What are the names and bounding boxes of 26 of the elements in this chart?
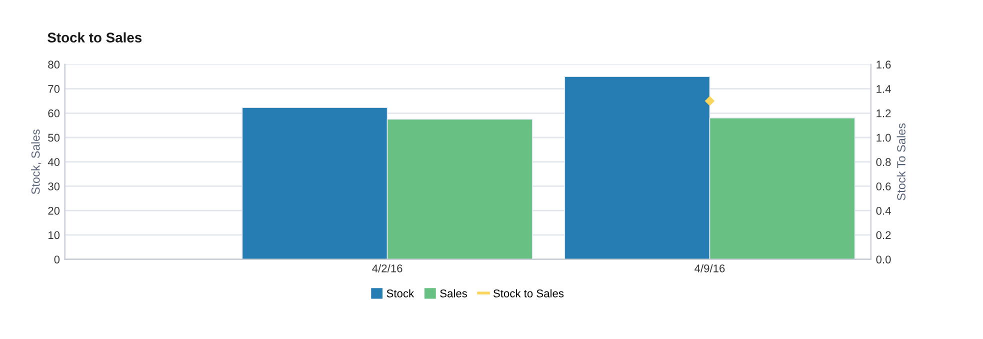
y2-tick-label: 0.0 xyxy=(876,256,891,264)
y2-tick-label: 0.6 xyxy=(876,182,891,190)
y2-tick-label: 0.4 xyxy=(876,206,891,215)
y2-tick-label: 0.8 xyxy=(876,158,891,166)
y-tick-label: 20 xyxy=(48,206,60,215)
y-axis-title: Stock, Sales xyxy=(31,129,42,194)
y2-axis-title: Stock To Sales xyxy=(896,123,906,200)
y-tick-label: 80 xyxy=(48,60,60,69)
y-tick-label: 70 xyxy=(48,85,60,93)
chart-title: Stock to Sales xyxy=(48,32,142,43)
y2-tick-label: 1.0 xyxy=(876,134,891,142)
y2-tick-label: 1.4 xyxy=(876,85,891,93)
x-tick-label: 4/2/16 xyxy=(372,264,402,272)
y2-tick-label: 1.2 xyxy=(876,109,891,118)
y-tick-label: 10 xyxy=(48,231,60,240)
x-tick-label: 4/9/16 xyxy=(694,264,725,272)
y2-tick-label: 1.6 xyxy=(876,60,891,69)
legend-label: Stock xyxy=(386,289,414,298)
y2-tick-label: 0.2 xyxy=(876,231,891,240)
legend-label: Stock to Sales xyxy=(493,289,564,298)
y-tick-label: 0 xyxy=(54,256,60,264)
y-tick-label: 30 xyxy=(48,182,60,190)
y-tick-label: 50 xyxy=(48,134,60,142)
y-tick-label: 60 xyxy=(48,109,60,118)
y-tick-label: 40 xyxy=(48,158,60,166)
legend-label: Sales xyxy=(440,289,468,298)
